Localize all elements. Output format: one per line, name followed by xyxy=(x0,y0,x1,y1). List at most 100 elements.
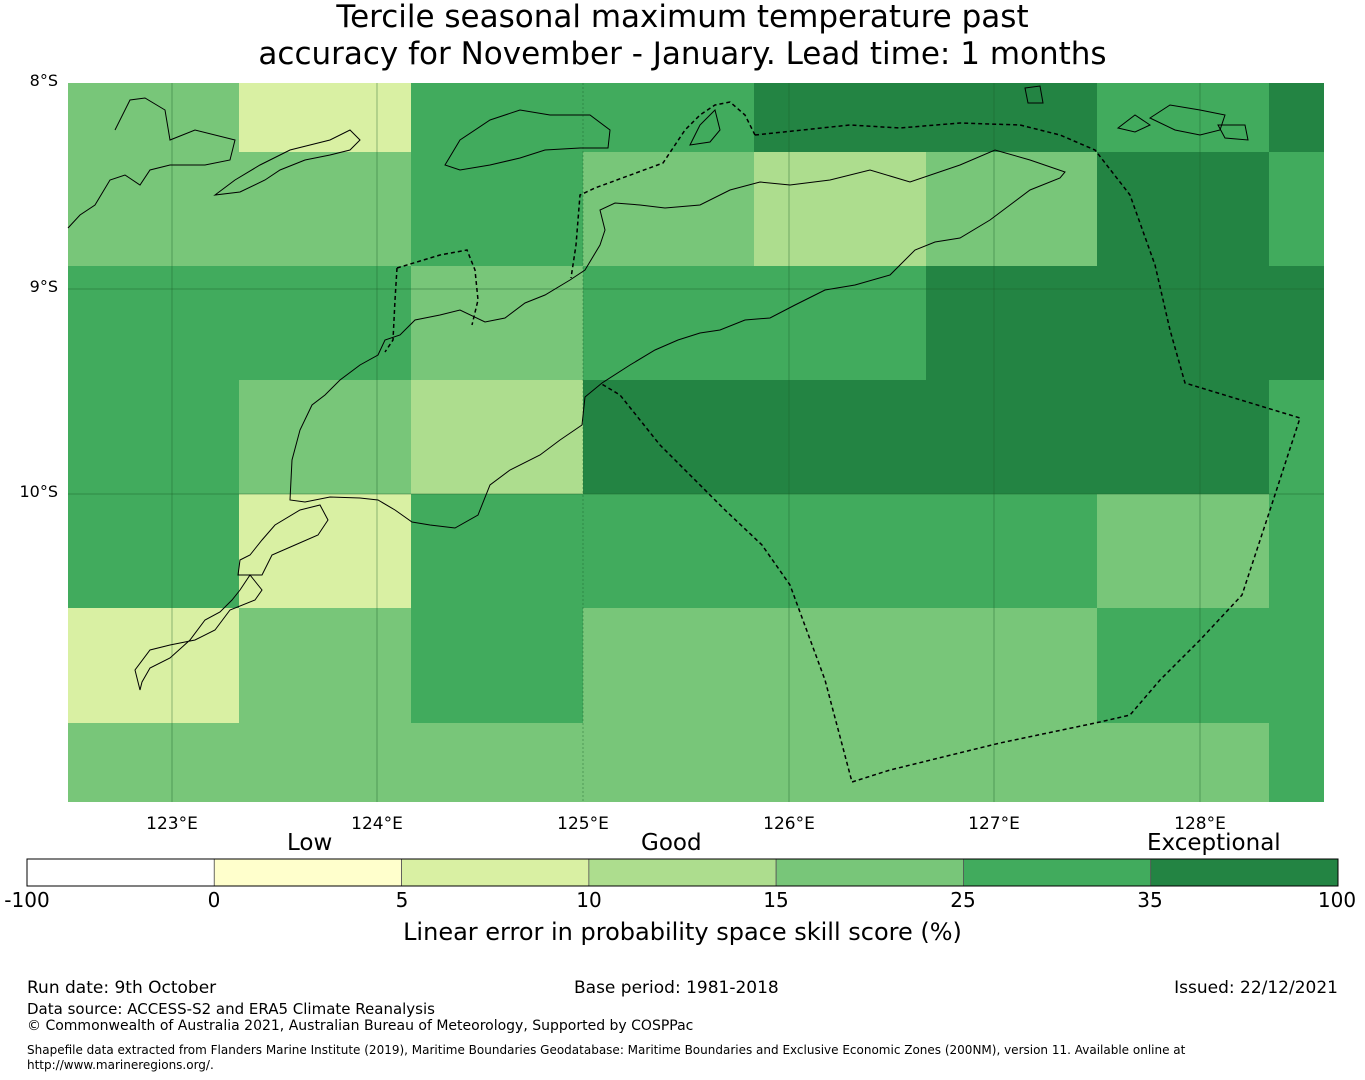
sawu-island-outline xyxy=(134,574,263,691)
colorbar-segment xyxy=(1150,858,1339,887)
skill-cell xyxy=(239,494,411,608)
skill-cell xyxy=(926,380,1097,494)
skill-cell xyxy=(239,83,411,152)
skill-cell xyxy=(68,152,239,266)
pantar-island-outline xyxy=(213,129,361,196)
skill-cell xyxy=(754,266,926,380)
skill-cell xyxy=(583,494,754,608)
colorbar-segment xyxy=(588,858,777,887)
skill-cells xyxy=(68,83,1324,802)
lon-label-123e: 123°E xyxy=(146,814,198,834)
northeast-islet-1 xyxy=(1148,104,1226,136)
colorbar-tick-0: 0 xyxy=(207,888,221,912)
base-period: Base period: 1981-2018 xyxy=(574,978,779,998)
skill-cell xyxy=(239,380,411,494)
skill-cell xyxy=(583,608,754,723)
map-title-line1: Tercile seasonal maximum temperature pas… xyxy=(336,0,1029,35)
skill-cell xyxy=(68,380,239,494)
skill-cell xyxy=(411,266,583,380)
timor-island-outline xyxy=(289,149,1066,529)
skill-cell xyxy=(1269,83,1324,152)
colorbar-segment xyxy=(963,858,1152,887)
skill-cell xyxy=(68,494,239,608)
colorbar-tick-100: 100 xyxy=(1317,888,1357,912)
skill-cell xyxy=(68,608,239,723)
colorbar-label-exceptional: Exceptional xyxy=(1147,830,1281,856)
skill-cell xyxy=(754,152,926,266)
skill-cell xyxy=(583,380,754,494)
skill-cell xyxy=(754,380,926,494)
issued-date: Issued: 22/12/2021 xyxy=(1174,978,1338,998)
skill-cell xyxy=(1269,723,1324,802)
skill-cell xyxy=(411,152,583,266)
northeast-islet-2 xyxy=(1116,114,1152,133)
lon-label-125e: 125°E xyxy=(557,814,609,834)
data-source: Data source: ACCESS-S2 and ERA5 Climate … xyxy=(27,1000,435,1018)
skill-cell xyxy=(1097,152,1269,266)
skill-cell xyxy=(1269,494,1324,608)
colorbar-segment xyxy=(213,858,402,887)
skill-cell xyxy=(1097,494,1269,608)
colorbar-label-low: Low xyxy=(287,830,333,856)
run-date: Run date: 9th October xyxy=(27,978,217,998)
atauro-island-outline xyxy=(689,109,721,146)
skill-cell xyxy=(926,83,1097,152)
colorbar-tick-15: 15 xyxy=(763,888,789,912)
lat-label-10s: 10°S xyxy=(19,482,58,501)
colorbar-tick-minus100: -100 xyxy=(4,888,50,912)
skill-cell xyxy=(1097,266,1269,380)
skill-cell xyxy=(1269,152,1324,266)
colorbar-segment xyxy=(26,858,215,887)
skill-cell xyxy=(583,723,754,802)
skill-cell xyxy=(1097,83,1269,152)
skill-cell xyxy=(239,723,411,802)
skill-cell xyxy=(926,608,1097,723)
colorbar-title: Linear error in probability space skill … xyxy=(403,918,962,946)
lon-label-124e: 124°E xyxy=(351,814,403,834)
skill-cell xyxy=(411,494,583,608)
skill-cell xyxy=(1097,608,1269,723)
colorbar-label-good: Good xyxy=(641,830,702,856)
coastlines xyxy=(67,85,1249,691)
colorbar-segment xyxy=(401,858,590,887)
skill-cell xyxy=(926,266,1097,380)
alor-island-outline xyxy=(67,97,236,229)
skill-cell xyxy=(926,723,1097,802)
lat-label-9s: 9°S xyxy=(29,277,58,296)
skill-cell xyxy=(239,152,411,266)
skill-cell xyxy=(754,608,926,723)
lon-label-126e: 126°E xyxy=(763,814,815,834)
maritime-boundary xyxy=(384,101,1301,783)
colorbar-segment xyxy=(775,858,964,887)
skill-cell xyxy=(1269,266,1324,380)
colorbar-tick-35: 35 xyxy=(1137,888,1163,912)
lon-label-127e: 127°E xyxy=(968,814,1020,834)
skill-cell xyxy=(754,494,926,608)
skill-cell xyxy=(68,266,239,380)
skill-cell xyxy=(1269,608,1324,723)
colorbar-tick-10: 10 xyxy=(576,888,602,912)
skill-cell xyxy=(239,266,411,380)
northeast-islet-3 xyxy=(1217,124,1249,141)
skill-cell xyxy=(583,83,754,152)
wetar-island-outline xyxy=(444,109,611,171)
skill-cell xyxy=(926,494,1097,608)
skill-cell xyxy=(68,723,239,802)
roti-island-outline xyxy=(237,504,329,576)
graticule xyxy=(68,83,1324,802)
lon-label-128e: 128°E xyxy=(1174,814,1226,834)
colorbar-tick-25: 25 xyxy=(950,888,976,912)
shapefile-credit-line1: Shapefile data extracted from Flanders M… xyxy=(27,1043,1186,1057)
skill-cell xyxy=(583,266,754,380)
skill-cell xyxy=(68,83,239,152)
skill-cell xyxy=(1097,380,1269,494)
skill-cell xyxy=(411,380,583,494)
skill-cell xyxy=(1269,380,1324,494)
copyright: © Commonwealth of Australia 2021, Austra… xyxy=(27,1018,694,1034)
skill-cell xyxy=(411,608,583,723)
skill-cell xyxy=(583,152,754,266)
skill-cell xyxy=(1097,723,1269,802)
colorbar-outline xyxy=(26,858,1339,887)
